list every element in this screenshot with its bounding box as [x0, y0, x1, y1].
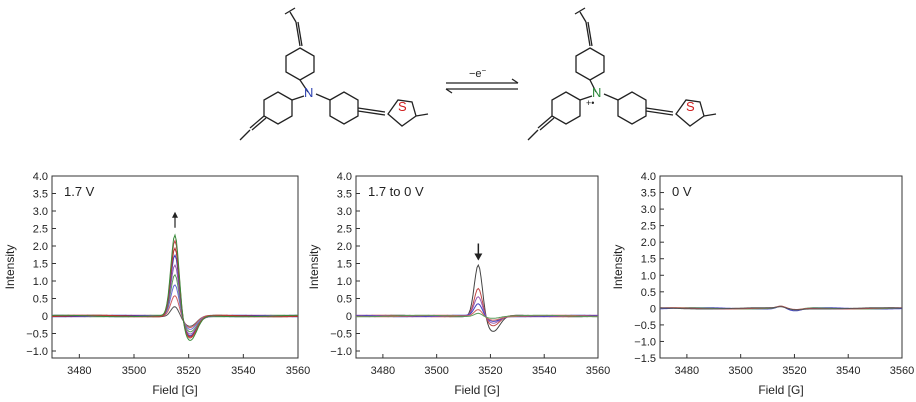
y-tick-label: 0: [346, 311, 352, 323]
y-axis-label: Intensity: [307, 245, 321, 290]
y-tick-label: 1.0: [641, 270, 656, 282]
y-tick-label: 0.5: [33, 294, 48, 306]
y-tick-label: 4.0: [641, 171, 656, 183]
y-tick-label: 0: [650, 303, 656, 315]
y-axis-label: Intensity: [611, 245, 625, 290]
x-tick-label: 3560: [586, 365, 610, 377]
x-tick-label: 3540: [836, 365, 860, 377]
y-tick-label: −1.0: [26, 346, 48, 358]
series-line: [51, 246, 299, 338]
y-tick-label: 3.5: [641, 188, 656, 200]
y-tick-label: −0.5: [634, 320, 656, 332]
series-line: [52, 273, 299, 333]
y-tick-label: 0.5: [337, 294, 352, 306]
annotation-arrowhead: [474, 253, 483, 261]
y-tick-label: 3.5: [337, 189, 352, 201]
series-line: [52, 233, 298, 342]
x-tick-label: 3480: [675, 365, 699, 377]
x-tick-label: 3540: [532, 365, 556, 377]
y-tick-label: 4.0: [337, 171, 352, 183]
y-tick-label: 3.0: [641, 204, 656, 216]
right-nitrogen-atom: N: [592, 85, 601, 100]
x-axis-label: Field [G]: [758, 383, 803, 397]
y-tick-label: 1.0: [337, 276, 352, 288]
y-tick-label: 0.5: [641, 287, 656, 299]
y-axis-label: Intensity: [3, 245, 17, 290]
y-tick-label: 3.0: [337, 206, 352, 218]
x-axis-label: Field [G]: [454, 383, 499, 397]
y-tick-label: 2.5: [337, 224, 352, 236]
x-tick-label: 3520: [782, 365, 806, 377]
series-line: [51, 295, 298, 329]
right-sulfur-atom: S: [686, 99, 695, 114]
y-tick-label: 2.0: [337, 241, 352, 253]
y-tick-label: 1.5: [641, 254, 656, 266]
x-tick-label: 3480: [67, 365, 91, 377]
arrow-label: −e−: [469, 66, 487, 80]
x-tick-label: 3520: [478, 365, 502, 377]
series-line: [355, 287, 598, 327]
plot-frame: [355, 175, 599, 359]
radical-cation-mark: +•: [586, 98, 594, 108]
y-tick-label: 1.5: [337, 259, 352, 271]
y-tick-label: 2.5: [33, 224, 48, 236]
y-tick-label: 3.5: [33, 189, 48, 201]
y-tick-label: 2.5: [641, 221, 656, 233]
x-tick-label: 3500: [424, 365, 448, 377]
x-tick-label: 3500: [122, 365, 146, 377]
y-tick-label: 1.5: [33, 259, 48, 271]
x-tick-label: 3500: [728, 365, 752, 377]
y-tick-label: 2.0: [641, 237, 656, 249]
annotation-arrowhead: [172, 211, 178, 218]
series-line: [356, 312, 598, 319]
series-line: [356, 303, 599, 322]
series-line: [660, 306, 902, 311]
y-tick-label: −1.0: [330, 346, 352, 358]
y-tick-label: 1.0: [33, 276, 48, 288]
x-axis-label: Field [G]: [152, 383, 197, 397]
panel-label: 1.7 to 0 V: [368, 184, 424, 199]
y-tick-label: 3.0: [33, 206, 48, 218]
plot-frame: [51, 175, 299, 359]
y-tick-label: −1.0: [634, 336, 656, 348]
left-nitrogen-atom: N: [304, 85, 313, 100]
panel-label: 1.7 V: [64, 184, 95, 199]
y-tick-label: 2.0: [33, 241, 48, 253]
x-tick-label: 3520: [176, 365, 200, 377]
x-tick-label: 3560: [890, 365, 914, 377]
plot-frame: [659, 175, 903, 359]
reaction-scheme: N S −e− N +• S: [239, 7, 717, 141]
x-tick-label: 3540: [231, 365, 255, 377]
panel-label: 0 V: [672, 184, 692, 199]
y-tick-label: 4.0: [33, 171, 48, 183]
left-sulfur-atom: S: [398, 99, 407, 114]
y-tick-label: −0.5: [330, 329, 352, 341]
y-tick-label: 0: [42, 311, 48, 323]
x-tick-label: 3560: [286, 365, 310, 377]
x-tick-label: 3480: [371, 365, 395, 377]
y-tick-label: −1.5: [634, 353, 656, 365]
y-tick-label: −0.5: [26, 329, 48, 341]
